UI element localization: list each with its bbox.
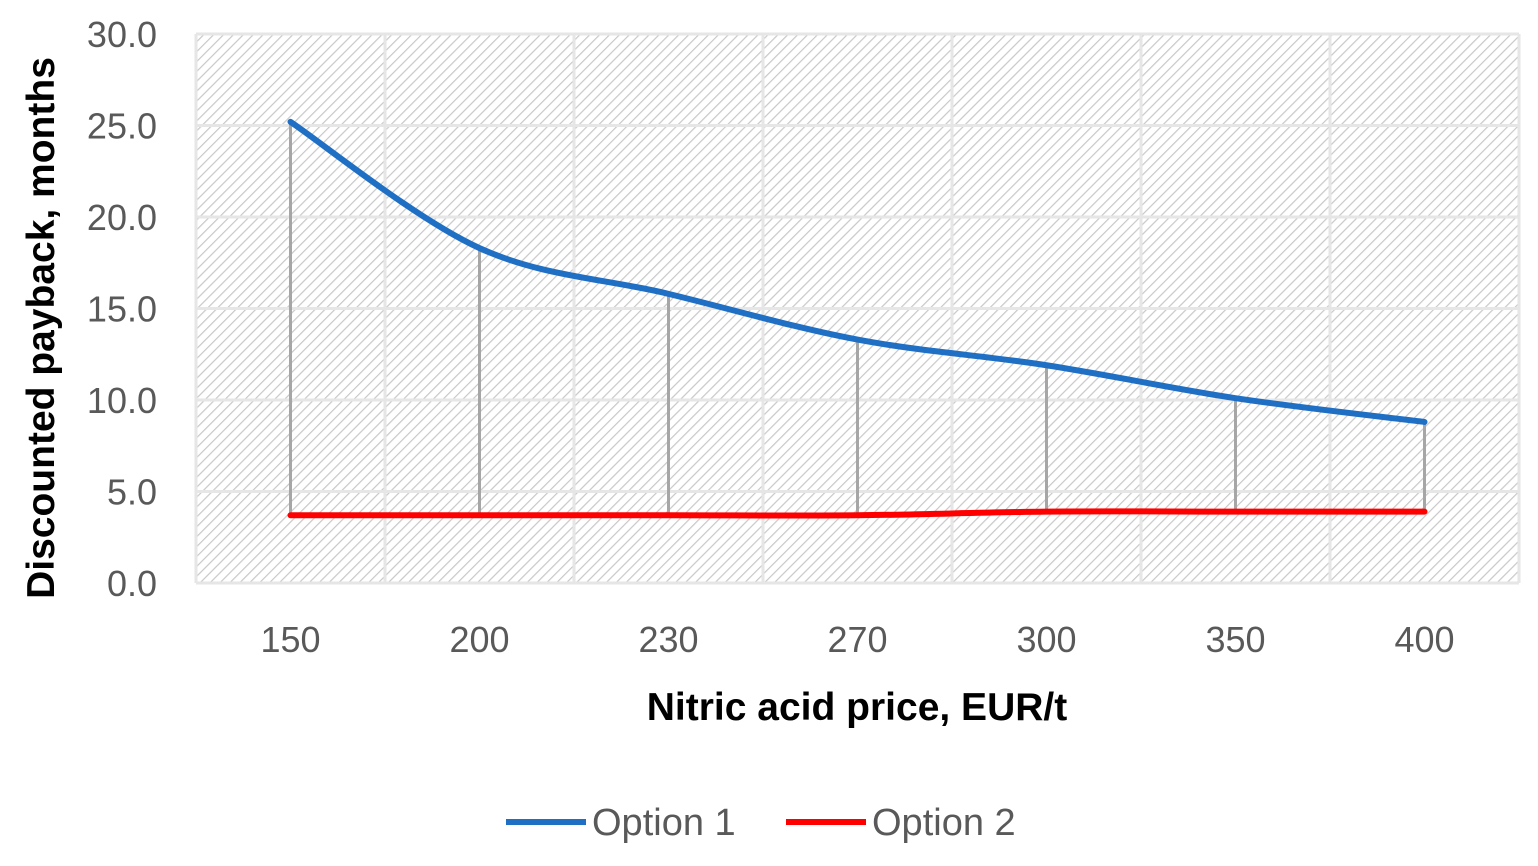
x-tick-label: 200	[449, 619, 509, 660]
x-axis-title: Nitric acid price, EUR/t	[647, 686, 1067, 729]
x-tick-label: 300	[1016, 619, 1076, 660]
y-tick-label: 25.0	[87, 106, 157, 147]
x-axis-ticks: 150 200 230 270 300 350 400	[260, 619, 1454, 660]
y-axis-ticks: 0.0 5.0 10.0 15.0 20.0 25.0 30.0	[87, 14, 157, 604]
x-tick-label: 400	[1394, 619, 1454, 660]
y-tick-label: 0.0	[107, 563, 157, 604]
y-tick-label: 10.0	[87, 380, 157, 421]
drop-lines	[289, 121, 1426, 516]
y-axis-title: Discounted payback, months	[20, 57, 63, 599]
y-tick-label: 20.0	[87, 197, 157, 238]
legend-label: Option 2	[872, 802, 1016, 844]
x-tick-label: 350	[1205, 619, 1265, 660]
series-layer	[287, 118, 1428, 519]
x-tick-label: 230	[638, 619, 698, 660]
x-tick-label: 270	[827, 619, 887, 660]
x-tick-label: 150	[260, 619, 320, 660]
series-line-option-1	[287, 118, 1428, 425]
legend-label: Option 1	[592, 802, 736, 844]
y-tick-label: 15.0	[87, 289, 157, 330]
y-tick-label: 5.0	[107, 472, 157, 513]
series-line-option-2	[287, 508, 1428, 519]
legend: Option 1 Option 2	[506, 802, 1016, 844]
y-tick-label: 30.0	[87, 14, 157, 55]
